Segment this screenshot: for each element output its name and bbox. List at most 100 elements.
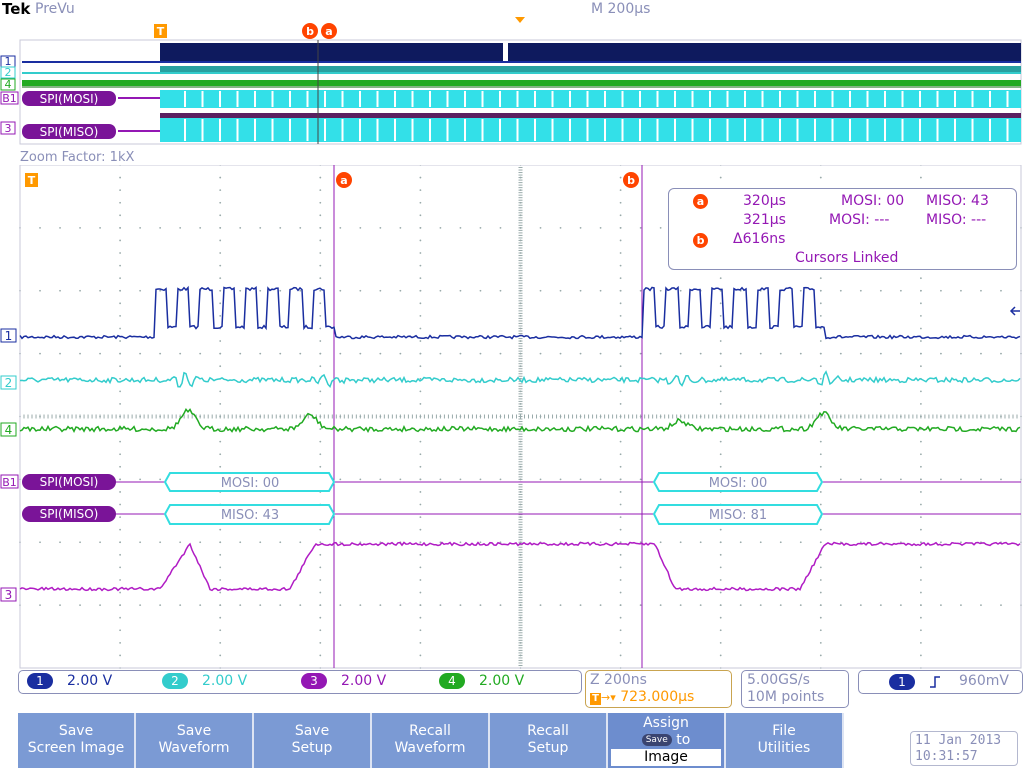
cursor-b-miso: MISO: ---: [926, 212, 987, 228]
svg-text:B1: B1: [2, 92, 17, 105]
zoom-factor-label: Zoom Factor: 1kX: [20, 150, 135, 165]
ch1-label[interactable]: 1: [0, 328, 17, 343]
button-line1: Save: [58, 723, 94, 739]
recall-setup-button[interactable]: Recall Setup: [490, 713, 608, 768]
svg-text:B1: B1: [2, 476, 17, 489]
svg-text:b: b: [306, 25, 314, 38]
mosi-packet-label: MOSI: 00: [221, 476, 280, 491]
mosi-packet[interactable]: [163, 472, 336, 492]
cursor-b-marker[interactable]: b: [623, 172, 639, 188]
ch4-label[interactable]: 4: [0, 422, 17, 437]
acquisition-mode: PreVu: [35, 1, 75, 17]
overview-cursor-a-marker[interactable]: a: [321, 23, 337, 39]
svg-text:3: 3: [5, 588, 13, 602]
button-line2: Waveform: [158, 740, 230, 756]
save-screen-image-button[interactable]: Save Screen Image: [18, 713, 136, 768]
button-line3: Image: [611, 749, 721, 766]
date-time-display: 11 Jan 2013 10:31:57: [910, 731, 1018, 766]
overview-cursor-b-marker[interactable]: b: [302, 23, 318, 39]
miso-packet-label: MISO: 81: [709, 508, 767, 523]
channel-scale-bar: 1 2.00 V 2 2.00 V 3 2.00 V 4 2.00 V: [18, 670, 582, 694]
ch3-scale[interactable]: 3 2.00 V: [301, 673, 386, 689]
svg-text:SPI(MOSI): SPI(MOSI): [40, 475, 99, 489]
overview-bus1-label[interactable]: B1 SPI(MOSI): [0, 91, 116, 106]
trigger-position-value: 723.000µs: [620, 689, 695, 705]
cursor-b-time: 321µs: [743, 212, 786, 228]
assign-save-button[interactable]: Assign Save to Image: [608, 713, 726, 768]
timebase-readout[interactable]: Z 200ns T →▾ 723.000µs: [585, 670, 732, 708]
trigger-level-arrow-icon[interactable]: [1009, 306, 1020, 316]
trigger-readout[interactable]: 1 960mV: [858, 670, 1023, 694]
button-line1: Assign: [643, 715, 689, 731]
recall-waveform-button[interactable]: Recall Waveform: [372, 713, 490, 768]
trigger-level: 960mV: [959, 673, 1009, 689]
cursor-readout: a 320µs MOSI: 00 MISO: 43 321µs MOSI: --…: [668, 188, 1017, 270]
mosi-packet[interactable]: [652, 472, 824, 492]
acquisition-readout[interactable]: 5.00GS/s 10M points: [741, 670, 849, 708]
save-waveform-button[interactable]: Save Waveform: [136, 713, 254, 768]
bus1-label[interactable]: B1 SPI(MOSI): [0, 474, 116, 490]
horizontal-scale: M 200µs: [591, 1, 651, 17]
miso-packet-label: MISO: 43: [221, 508, 279, 523]
button-to: to: [676, 732, 691, 748]
sample-rate: 5.00GS/s: [747, 672, 810, 688]
arrow-icon: →▾: [601, 691, 616, 704]
overview-ch3-label[interactable]: 3 SPI(MISO): [0, 121, 116, 139]
save-setup-button[interactable]: Save Setup: [254, 713, 372, 768]
ch2-scale[interactable]: 2 2.00 V: [162, 673, 247, 689]
svg-text:2: 2: [5, 66, 12, 79]
svg-text:SPI(MISO): SPI(MISO): [40, 507, 99, 521]
zoom-timebase: Z 200ns: [590, 672, 647, 688]
cursor-b-badge: b: [693, 233, 708, 248]
date: 11 Jan 2013: [915, 733, 1002, 748]
ch3-waveform: [19, 541, 1021, 592]
button-line1: Save: [294, 723, 330, 739]
brand-logo: Tek: [2, 0, 31, 18]
svg-text:b: b: [627, 174, 635, 187]
cursor-a-marker[interactable]: a: [336, 172, 352, 188]
button-line2: Utilities: [757, 740, 811, 756]
overview-ch1-trace: [22, 43, 1021, 63]
overview-ch4-label[interactable]: 4: [0, 78, 16, 91]
trigger-icon: T: [590, 693, 601, 705]
trigger-source-badge: 1: [889, 674, 915, 690]
ch2-badge: 2: [162, 673, 188, 689]
button-line2: Setup: [527, 740, 569, 756]
ch2-label[interactable]: 2: [0, 375, 17, 390]
miso-packet[interactable]: [652, 504, 824, 525]
ch4-scale[interactable]: 4 2.00 V: [439, 673, 524, 689]
svg-text:SPI(MISO): SPI(MISO): [40, 125, 99, 139]
ch1-scale-value: 2.00 V: [67, 673, 113, 689]
header-bar: Tek PreVu M 200µs: [0, 0, 1024, 18]
svg-text:SPI(MOSI): SPI(MOSI): [40, 92, 99, 106]
ch1-scale[interactable]: 1 2.00 V: [27, 673, 112, 689]
cursor-a-mosi: MOSI: 00: [841, 193, 905, 209]
cursors-linked-status: Cursors Linked: [795, 250, 899, 266]
cursor-b-mosi: MOSI: ---: [829, 212, 890, 228]
button-line1: Recall: [527, 723, 569, 739]
file-utilities-button[interactable]: File Utilities: [726, 713, 844, 768]
ch1-waveform: [19, 285, 1021, 340]
overview-ch2-trace: [22, 66, 1021, 74]
mosi-decode-bus: MOSI: 00 MOSI: 00: [115, 472, 1021, 492]
trigger-position: T →▾ 723.000µs: [590, 689, 694, 705]
cursor-a-badge: a: [693, 194, 708, 209]
record-overview: T b a: [0, 17, 1022, 145]
bus2-label[interactable]: SPI(MISO): [22, 506, 116, 522]
overview-ch2-label[interactable]: 2: [0, 66, 16, 79]
button-line2: Setup: [291, 740, 333, 756]
svg-text:a: a: [325, 25, 332, 38]
button-line1: Recall: [409, 723, 451, 739]
save-key-icon: Save: [641, 734, 672, 746]
miso-decode-bus: MISO: 43 MISO: 81: [115, 504, 1021, 525]
zoom-trigger-marker[interactable]: T: [25, 173, 38, 187]
button-line2: Waveform: [394, 740, 466, 756]
ch3-label[interactable]: 3: [0, 587, 17, 602]
button-line2: Screen Image: [27, 740, 125, 756]
zoom-graticule: T a b MOSI: 00 MOSI: 00 MISO: 43 MISO: 8…: [0, 165, 1022, 669]
miso-packet[interactable]: [163, 504, 336, 525]
ch4-waveform: [19, 408, 1021, 434]
cursor-a-miso: MISO: 43: [926, 193, 989, 209]
overview-trigger-marker[interactable]: T: [154, 24, 167, 38]
time: 10:31:57: [915, 749, 978, 764]
